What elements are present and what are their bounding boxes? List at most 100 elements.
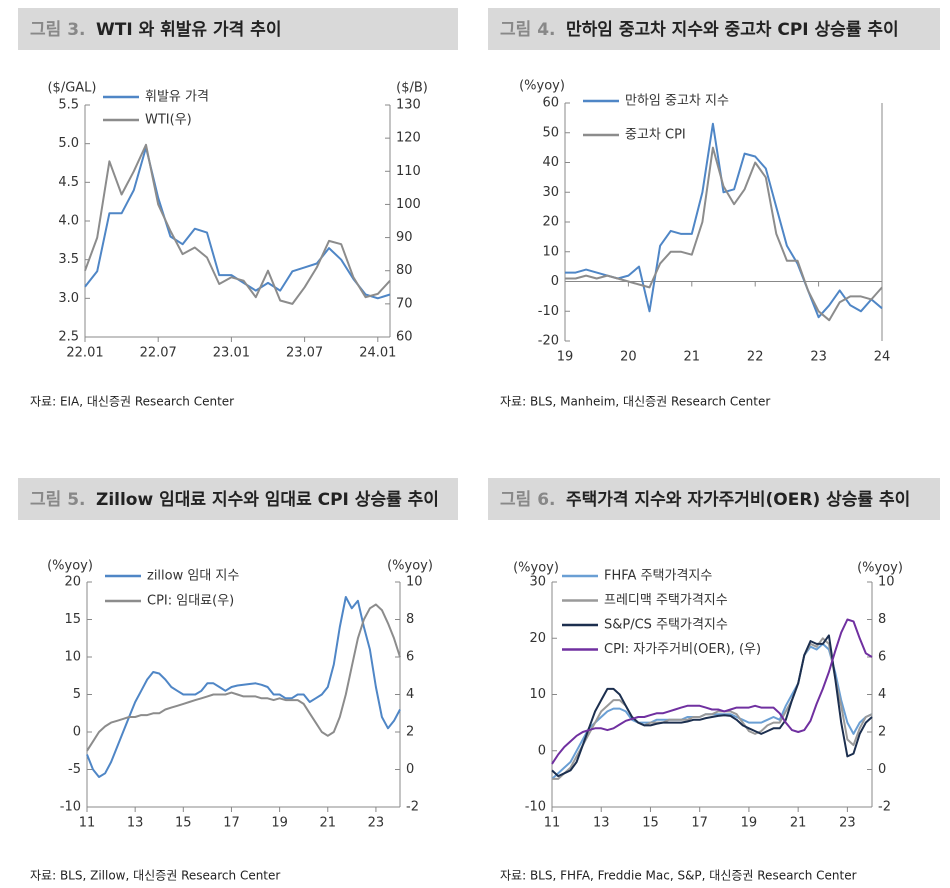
series-line xyxy=(551,634,873,778)
y-tick-label: 30 xyxy=(529,575,546,590)
y2-tick-label: 2 xyxy=(406,725,414,740)
x-tick-label: 24.01 xyxy=(359,346,396,361)
y2-tick-label: 6 xyxy=(878,650,886,665)
y-tick-label: 0 xyxy=(551,274,559,289)
x-tick-label: 15 xyxy=(642,816,659,831)
x-tick-label: 21 xyxy=(319,816,336,831)
legend-label: 프레디맥 주택가격지수 xyxy=(604,593,728,608)
figure-label: 그림 3. xyxy=(30,20,86,40)
legend-label: 중고차 CPI xyxy=(625,128,686,143)
y2-tick-label: -2 xyxy=(878,800,891,815)
legend-label: 만하임 중고차 지수 xyxy=(625,94,729,109)
y-tick-label: 4.5 xyxy=(58,175,79,190)
series-line xyxy=(551,642,873,780)
y-axis-unit: (%yoy) xyxy=(513,561,559,576)
series-line xyxy=(84,146,391,300)
y2-tick-label: 4 xyxy=(406,687,414,702)
y-tick-label: -10 xyxy=(525,800,546,815)
legend-label: CPI: 임대료(우) xyxy=(147,594,234,609)
y2-tick-label: 6 xyxy=(406,650,414,665)
y2-axis-unit: ($/B) xyxy=(396,81,428,96)
y-tick-label: 40 xyxy=(542,155,559,170)
figure-title: 만하임 중고차 지수와 중고차 CPI 상승률 추이 xyxy=(566,19,899,40)
source-note: 자료: EIA, 대신증권 Research Center xyxy=(30,395,234,409)
x-tick-label: 19 xyxy=(741,816,758,831)
header-bar xyxy=(18,8,458,50)
y2-tick-label: 80 xyxy=(396,263,413,278)
series-line xyxy=(565,146,883,322)
y-tick-label: 10 xyxy=(529,687,546,702)
y-tick-label: 2.5 xyxy=(58,330,79,345)
y-tick-label: 5 xyxy=(73,687,81,702)
y-tick-label: 0 xyxy=(538,743,546,758)
x-tick-label: 23 xyxy=(368,816,385,831)
source-note: 자료: BLS, Zillow, 대신증권 Research Center xyxy=(30,869,280,883)
x-tick-label: 19 xyxy=(271,816,288,831)
y-axis-unit: (%yoy) xyxy=(519,79,565,94)
y-tick-label: 10 xyxy=(64,650,81,665)
figure-title: WTI 와 휘발유 가격 추이 xyxy=(96,19,281,40)
x-tick-label: 17 xyxy=(691,816,708,831)
x-tick-label: 21 xyxy=(684,350,701,365)
series-line xyxy=(551,618,873,765)
x-tick-label: 23 xyxy=(839,816,856,831)
header-bar xyxy=(488,478,940,520)
y2-tick-label: 90 xyxy=(396,230,413,245)
x-tick-label: 17 xyxy=(223,816,240,831)
x-tick-label: 22.01 xyxy=(66,346,103,361)
legend-label: CPI: 자가주거비(OER), (우) xyxy=(604,642,761,657)
header-bar xyxy=(488,8,940,50)
y2-tick-label: 60 xyxy=(396,330,413,345)
y-tick-label: 50 xyxy=(542,125,559,140)
source-note: 자료: BLS, Manheim, 대신증권 Research Center xyxy=(500,395,770,409)
y-tick-label: 5.5 xyxy=(58,98,79,113)
x-tick-label: 13 xyxy=(127,816,144,831)
y2-tick-label: -2 xyxy=(406,800,419,815)
x-tick-label: 19 xyxy=(557,350,574,365)
y-tick-label: 5.0 xyxy=(58,136,79,151)
y-tick-label: -10 xyxy=(60,800,81,815)
legend-label: S&P/CS 주택가격지수 xyxy=(604,618,728,633)
x-tick-label: 23.07 xyxy=(286,346,323,361)
y-tick-label: 60 xyxy=(542,96,559,111)
y2-tick-label: 120 xyxy=(396,131,421,146)
figure-label: 그림 4. xyxy=(500,20,556,40)
y-tick-label: -5 xyxy=(68,762,81,777)
series-line xyxy=(86,603,401,752)
series-line xyxy=(86,596,401,778)
figure-label: 그림 6. xyxy=(500,490,556,510)
x-tick-label: 13 xyxy=(593,816,610,831)
y2-tick-label: 70 xyxy=(396,296,413,311)
y-tick-label: 10 xyxy=(542,244,559,259)
legend-label: FHFA 주택가격지수 xyxy=(604,569,712,584)
figure-label: 그림 5. xyxy=(30,490,86,510)
y-tick-label: 20 xyxy=(529,631,546,646)
x-tick-label: 22 xyxy=(747,350,764,365)
legend-label: WTI(우) xyxy=(145,113,192,128)
x-tick-label: 22.07 xyxy=(140,346,177,361)
x-tick-label: 23 xyxy=(810,350,827,365)
y2-tick-label: 130 xyxy=(396,98,421,113)
x-tick-label: 24 xyxy=(874,350,891,365)
x-tick-label: 21 xyxy=(790,816,807,831)
x-tick-label: 11 xyxy=(79,816,96,831)
y-tick-label: 3.5 xyxy=(58,252,79,267)
y-tick-label: 20 xyxy=(64,575,81,590)
y2-tick-label: 4 xyxy=(878,687,886,702)
y-tick-label: 0 xyxy=(73,725,81,740)
y-tick-label: 4.0 xyxy=(58,214,79,229)
series-line xyxy=(84,143,391,305)
y-tick-label: 20 xyxy=(542,215,559,230)
figure-title: Zillow 임대료 지수와 임대료 CPI 상승률 추이 xyxy=(96,489,439,510)
y2-tick-label: 110 xyxy=(396,164,421,179)
y2-tick-label: 8 xyxy=(406,612,414,627)
legend-label: 휘발유 가격 xyxy=(145,90,209,105)
source-note: 자료: BLS, FHFA, Freddie Mac, S&P, 대신증권 Re… xyxy=(500,869,857,883)
y2-tick-label: 10 xyxy=(406,575,423,590)
y-tick-label: -20 xyxy=(538,334,559,349)
y2-tick-label: 0 xyxy=(406,762,414,777)
y2-tick-label: 2 xyxy=(878,725,886,740)
y2-tick-label: 0 xyxy=(878,762,886,777)
y-tick-label: -10 xyxy=(538,304,559,319)
x-tick-label: 15 xyxy=(175,816,192,831)
